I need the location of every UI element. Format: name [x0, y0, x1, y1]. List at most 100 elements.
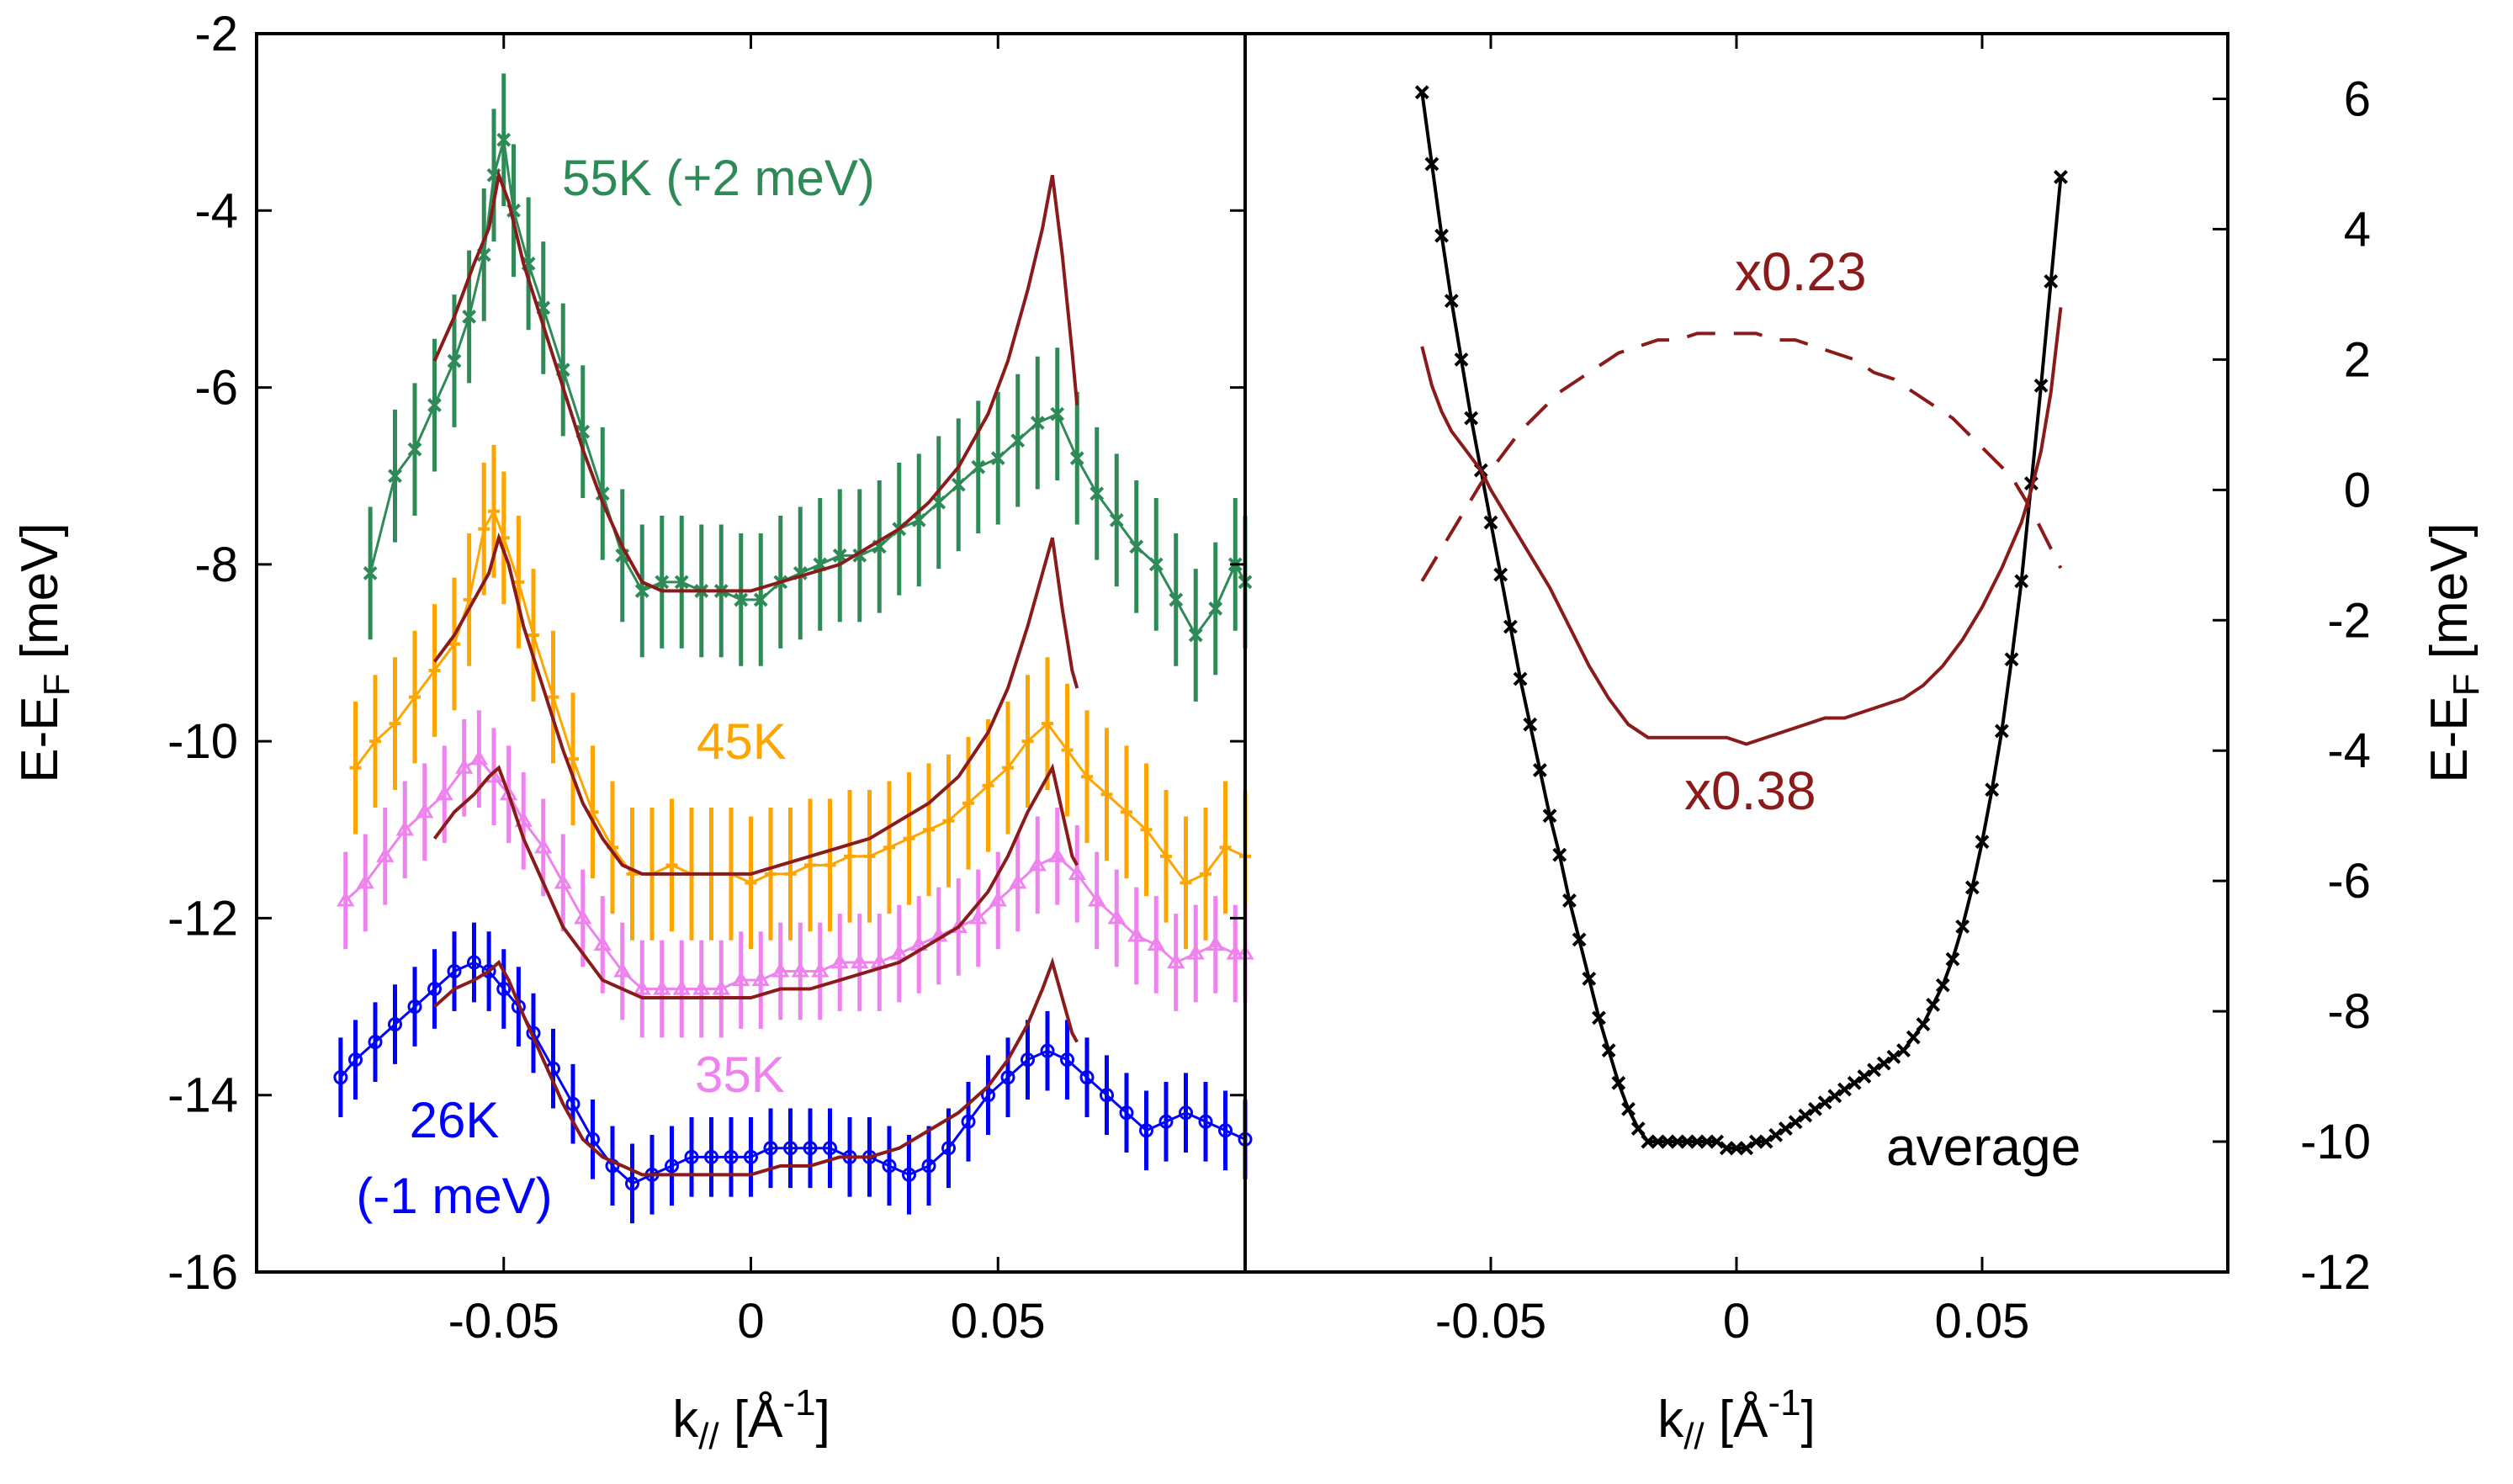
data-point — [1601, 1043, 1616, 1058]
data-point — [2033, 378, 2049, 393]
data-point — [1028, 856, 1047, 872]
y-tick-label: 2 — [2344, 332, 2371, 387]
y-tick-label: -14 — [167, 1068, 238, 1123]
data-point — [567, 753, 579, 766]
data-point — [1107, 909, 1126, 925]
data-point — [409, 691, 421, 703]
data-point — [1139, 1123, 1153, 1138]
right-y-axis-title: E-EF [meV] — [2420, 522, 2487, 782]
data-point — [369, 735, 381, 748]
data-point — [1226, 944, 1244, 960]
data-point — [1955, 919, 1970, 934]
data-point — [1562, 893, 1577, 908]
data-point — [1179, 1105, 1193, 1121]
x-tick-label: -0.05 — [1435, 1294, 1546, 1349]
y-tick-label: -4 — [2327, 723, 2371, 778]
data-point — [949, 917, 968, 934]
data-point — [692, 979, 711, 995]
data-point — [1109, 512, 1124, 527]
fit-35K-curve — [432, 763, 1079, 1000]
data-point — [830, 953, 849, 969]
data-point — [593, 935, 612, 951]
data-point — [547, 691, 559, 703]
y-tick-label: -6 — [194, 361, 238, 416]
data-point — [931, 495, 946, 510]
label-x023: x0.23 — [1735, 241, 1867, 302]
x-tick-label: -0.05 — [448, 1294, 559, 1349]
data-point — [1188, 628, 1203, 643]
data-point — [961, 1114, 976, 1129]
data-point — [1061, 744, 1074, 756]
data-point — [783, 1141, 798, 1156]
series-x0-23 — [1420, 331, 2063, 582]
data-point — [455, 758, 474, 774]
data-point — [941, 1141, 956, 1156]
y-tick-label: -12 — [2300, 1245, 2371, 1300]
data-point — [751, 971, 770, 987]
data-point — [724, 1149, 739, 1164]
data-point — [982, 779, 994, 792]
data-point — [1158, 1114, 1174, 1129]
fit-26K-curve — [433, 957, 1079, 1177]
data-point — [2044, 273, 2059, 289]
right-plot-frame — [1243, 32, 2229, 1274]
label-35k: 35K — [695, 1047, 785, 1103]
x-tick-label: 0 — [737, 1294, 764, 1349]
data-point — [376, 846, 395, 862]
data-point — [890, 944, 909, 960]
data-point — [1206, 935, 1225, 951]
data-point — [1167, 953, 1185, 969]
data-point — [1081, 771, 1093, 783]
data-point — [1079, 1070, 1095, 1085]
data-point — [1916, 1017, 1931, 1032]
data-point — [923, 824, 935, 836]
data-point — [1768, 1127, 1784, 1142]
data-line — [1420, 331, 2063, 582]
data-point — [395, 820, 414, 836]
data-point — [1060, 1052, 1074, 1068]
data-point — [1208, 602, 1223, 616]
data-point — [734, 592, 749, 607]
data-point — [1002, 761, 1014, 774]
right-x-axis: -0.05 0 0.05 — [1435, 34, 2029, 1349]
data-point — [1127, 926, 1146, 942]
data-point — [1040, 1043, 1055, 1058]
data-point — [942, 814, 955, 827]
data-point — [765, 867, 777, 880]
data-point — [674, 575, 689, 590]
data-point — [1935, 978, 1950, 993]
data-point — [981, 1088, 995, 1103]
data-point — [1994, 723, 2009, 739]
data-point — [1444, 294, 1459, 309]
data-point — [1542, 808, 1557, 824]
fit-45K-curve — [432, 532, 1079, 876]
data-point — [435, 785, 453, 801]
data-point — [447, 964, 462, 979]
data-point — [1758, 1134, 1773, 1149]
data-point — [633, 979, 651, 995]
data-point — [1121, 806, 1132, 819]
data-point — [811, 962, 830, 978]
data-point — [1148, 557, 1164, 572]
data-point — [448, 638, 460, 650]
data-point — [665, 1158, 679, 1174]
data-point — [1827, 1089, 1842, 1104]
data-point — [732, 971, 750, 987]
y-tick-label: 0 — [2344, 463, 2371, 517]
data-point — [514, 811, 533, 827]
y-tick-label: -4 — [194, 183, 238, 238]
data-point — [1896, 1043, 1911, 1058]
data-point — [1857, 1069, 1872, 1084]
x-tick-label: 0 — [1723, 1294, 1750, 1349]
data-line — [368, 139, 1247, 638]
y-tick-label: -2 — [2327, 593, 2371, 648]
data-point — [1808, 1101, 1822, 1116]
data-point — [389, 718, 401, 730]
y-tick-label: -12 — [167, 891, 238, 946]
y-tick-label: -2 — [194, 7, 238, 61]
data-point — [427, 982, 442, 997]
label-45k: 45K — [697, 713, 787, 770]
data-point — [1200, 867, 1211, 880]
data-point — [1050, 406, 1065, 421]
data-point — [1454, 352, 1469, 367]
